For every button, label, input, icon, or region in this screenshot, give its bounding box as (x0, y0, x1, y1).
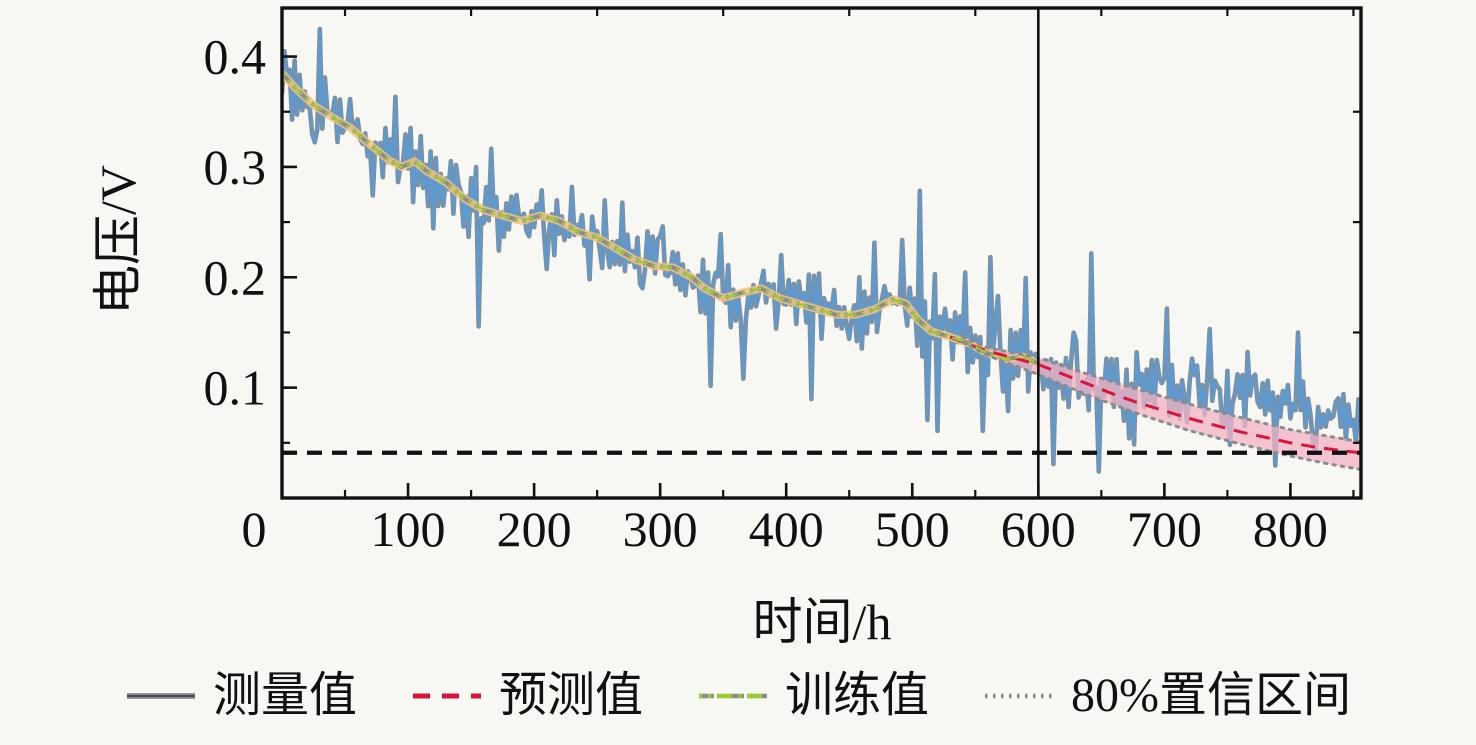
dashdot-line-swatch-icon (699, 693, 767, 699)
y-tick-label: 0.1 (204, 360, 267, 416)
x-tick-label: 600 (1001, 501, 1076, 557)
training-line (282, 72, 1039, 365)
legend-item-2: 预测值 (411, 672, 643, 720)
dashed-line-swatch-icon (412, 693, 481, 699)
x-tick-label: 0 (242, 501, 267, 557)
dotted-line-swatch-icon (985, 693, 1054, 699)
prediction-line (949, 335, 1360, 455)
x-tick-label: 500 (875, 501, 950, 557)
legend-item-3: 训练值 (697, 672, 929, 720)
plot-border (280, 6, 1363, 500)
legend-label: 训练值 (785, 669, 930, 722)
x-tick-label: 300 (623, 501, 698, 557)
chart-legend: 测量值 预测值 训练值 80%置信区间 (0, 672, 1476, 720)
x-tick-label: 800 (1253, 501, 1328, 557)
legend-item-4: 80%置信区间 (983, 672, 1351, 720)
legend-label: 80%置信区间 (1071, 669, 1352, 722)
y-tick-label: 0.3 (204, 139, 267, 195)
legend-label: 测量值 (212, 669, 357, 722)
y-tick-label: 0.2 (204, 249, 267, 305)
measured-line-outline (282, 26, 1361, 474)
measured-line (282, 27, 1360, 473)
x-tick-label: 700 (1127, 501, 1202, 557)
training-line-under (282, 71, 1040, 366)
confidence-upper-line (961, 335, 1361, 444)
confidence-lower-line (961, 340, 1361, 471)
x-tick-label: 400 (749, 501, 824, 557)
x-tick-label: 100 (371, 501, 446, 557)
x-tick-label: 200 (497, 501, 572, 557)
legend-label: 预测值 (498, 669, 643, 722)
solid-line-swatch-icon (126, 693, 195, 699)
y-axis-title: 电压/V (90, 165, 146, 315)
legend-item-1: 测量值 (125, 672, 357, 720)
x-axis-title: 时间/h (752, 594, 892, 650)
y-tick-label: 0.4 (204, 29, 267, 85)
